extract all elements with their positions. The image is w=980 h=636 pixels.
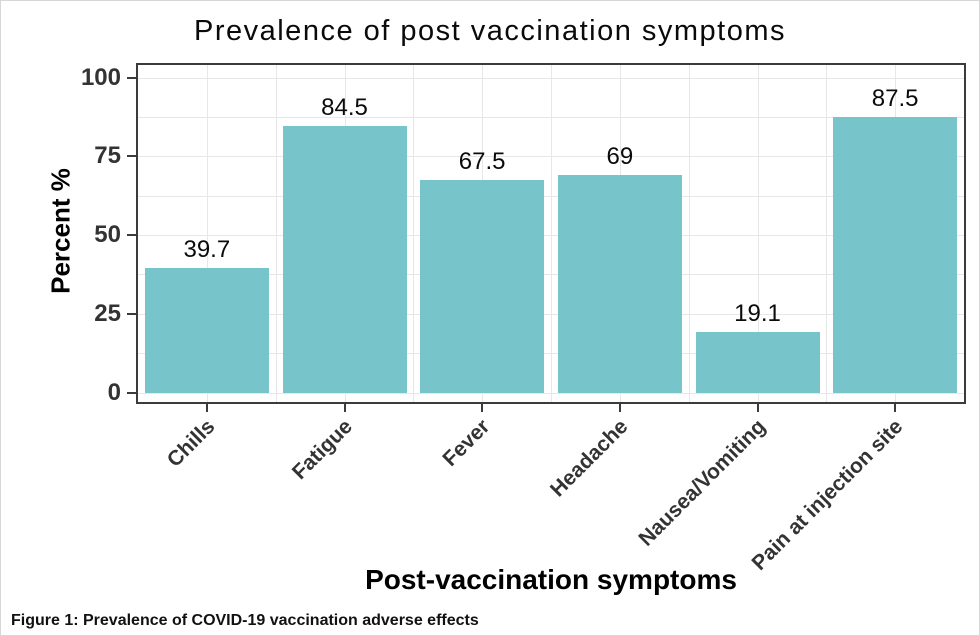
bar-chills <box>144 267 269 393</box>
y-tick-mark <box>127 234 136 237</box>
y-tick-label: 0 <box>107 378 121 406</box>
y-tick-label: 75 <box>94 142 121 170</box>
v-gridline-minor <box>275 65 277 402</box>
y-tick-label: 25 <box>94 299 121 327</box>
x-tick-label: Chills <box>162 415 220 472</box>
bar-fever <box>420 179 545 393</box>
v-gridline-major <box>757 65 759 402</box>
x-tick-mark <box>756 404 759 412</box>
x-tick-label: Fatigue <box>287 415 357 485</box>
bar-value-label: 69 <box>606 143 634 171</box>
v-gridline-major <box>206 65 208 402</box>
x-tick-mark <box>205 404 208 412</box>
y-tick-mark <box>127 155 136 158</box>
x-tick-label: Fever <box>438 415 495 471</box>
bar-pain-at-injection-site <box>833 116 958 393</box>
y-tick-label: 50 <box>94 221 121 249</box>
plot-panel: 39.7 84.5 67.5 69 19.1 87.5 <box>136 63 966 404</box>
bar-value-label: 39.7 <box>183 235 231 263</box>
x-tick-label: Nausea/Vomiting <box>634 415 770 551</box>
v-gridline-minor <box>551 65 552 402</box>
x-tick-mark <box>481 404 484 412</box>
v-gridline-minor <box>413 65 415 402</box>
bar-value-label: 67.5 <box>458 147 506 175</box>
bar-nausea-vomiting <box>695 332 820 393</box>
chart-title: Prevalence of post vaccination symptoms <box>193 15 787 47</box>
bar-fatigue <box>282 126 407 393</box>
y-tick-label: 100 <box>80 63 121 91</box>
y-tick-mark <box>127 76 136 79</box>
x-tick-mark <box>343 404 346 412</box>
x-tick-mark <box>618 404 621 412</box>
bar-headache <box>557 175 682 393</box>
x-tick-label: Pain at injection site <box>747 415 908 575</box>
v-gridline-minor <box>688 65 690 402</box>
bar-value-label: 19.1 <box>734 300 781 328</box>
figure-caption: Figure 1: Prevalence of COVID-19 vaccina… <box>11 612 479 629</box>
x-tick-label: Headache <box>545 415 633 502</box>
bar-value-label: 84.5 <box>321 94 368 122</box>
x-axis-title: Post-vaccination symptoms <box>365 564 737 595</box>
v-gridline-minor <box>826 65 828 402</box>
y-tick-mark <box>127 312 136 315</box>
x-tick-mark <box>894 404 897 412</box>
bar-value-label: 87.5 <box>871 84 919 112</box>
y-tick-mark <box>127 391 136 394</box>
